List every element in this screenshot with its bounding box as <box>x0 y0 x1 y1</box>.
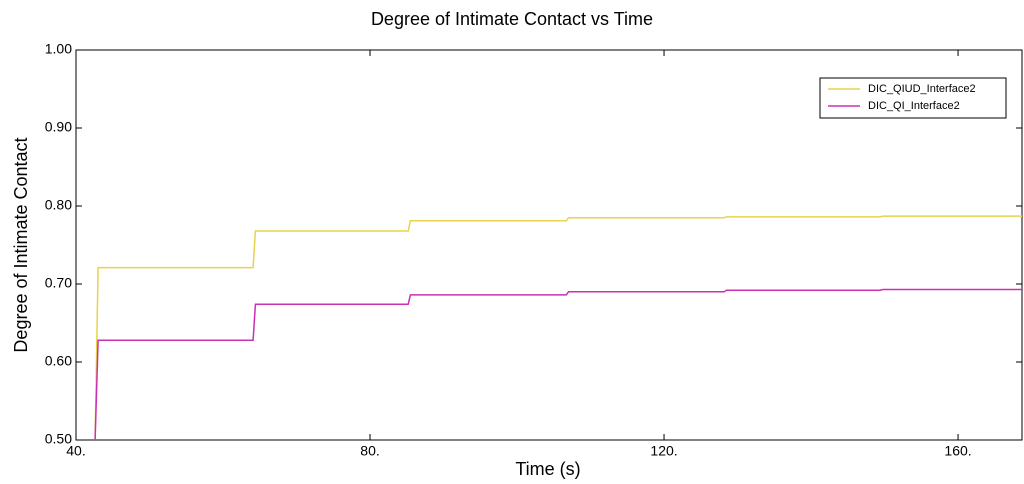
x-tick-label: 120. <box>650 443 677 459</box>
x-tick-label: 160. <box>944 443 971 459</box>
y-tick-label: 0.50 <box>45 431 72 447</box>
y-tick-label: 0.70 <box>45 275 72 291</box>
x-axis-label: Time (s) <box>515 459 580 479</box>
y-tick-label: 1.00 <box>45 41 72 57</box>
y-axis-label: Degree of Intimate Contact <box>11 137 31 352</box>
chart-title: Degree of Intimate Contact vs Time <box>371 9 653 29</box>
x-tick-label: 40. <box>66 443 85 459</box>
series-line <box>94 288 1022 441</box>
legend-label: DIC_QI_Interface2 <box>868 100 960 112</box>
y-tick-label: 0.80 <box>45 197 72 213</box>
legend-box <box>819 77 1007 119</box>
y-tick-label: 0.90 <box>45 119 72 135</box>
plot-frame <box>75 49 1023 441</box>
legend-label: DIC_QIUD_Interface2 <box>868 83 976 95</box>
series-line <box>94 215 1022 441</box>
x-tick-label: 80. <box>360 443 379 459</box>
y-tick-label: 0.60 <box>45 353 72 369</box>
